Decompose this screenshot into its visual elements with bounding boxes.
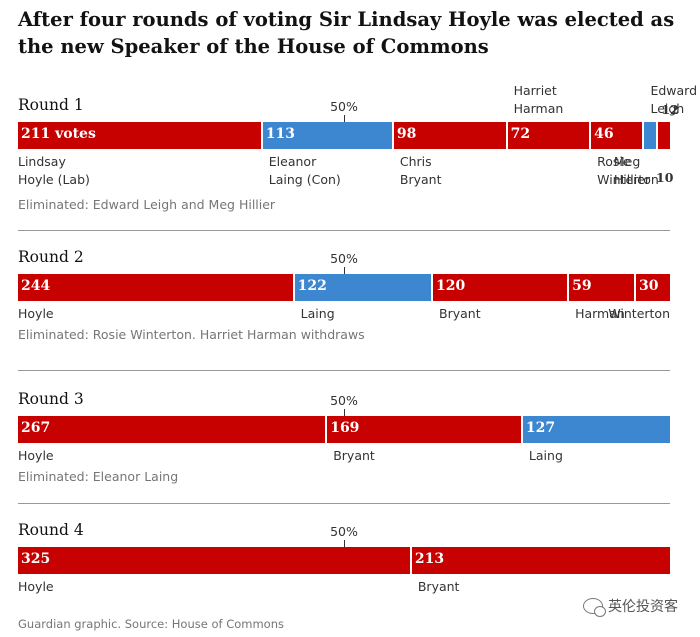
round-divider xyxy=(18,370,670,371)
threshold-tick xyxy=(344,540,345,547)
watermark-text: 英伦投资客 xyxy=(608,599,678,615)
threshold-tick xyxy=(344,409,345,416)
vote-bar: 325 xyxy=(18,547,412,574)
eliminated-note: Eliminated: Eleanor Laing xyxy=(18,469,179,484)
candidate-name: Bryant xyxy=(418,578,460,596)
candidate-name: Edward Leigh xyxy=(650,82,697,118)
candidate-name-line: Rosie xyxy=(597,154,631,169)
vote-bar: 113 xyxy=(262,122,394,149)
bar-value-label: 122 xyxy=(297,278,327,294)
chart-title: After four rounds of voting Sir Lindsay … xyxy=(18,8,675,58)
threshold-label: 50% xyxy=(330,99,358,114)
candidate-name-line: Winterton xyxy=(608,306,670,321)
vote-bar: 244 xyxy=(18,274,295,301)
candidate-name: Chris Bryant xyxy=(400,153,442,189)
threshold-label: 50% xyxy=(330,251,358,266)
threshold-label: 50% xyxy=(330,393,358,408)
threshold-tick xyxy=(344,115,345,122)
candidate-name-line: Laing xyxy=(528,448,563,463)
candidate-name-line: Hillier xyxy=(613,172,650,187)
bar-value-label: 267 xyxy=(21,420,51,436)
candidate-name: Lindsay Hoyle (Lab) xyxy=(18,153,90,189)
candidate-name-line: Laing (Con) xyxy=(268,172,341,187)
candidate-name-line: Hoyle (Lab) xyxy=(18,172,90,187)
candidate-name-line: Laing xyxy=(300,306,335,321)
candidate-name-line: Harriet xyxy=(513,83,557,98)
bar-value-label: 244 xyxy=(21,278,51,294)
candidate-name-line: Bryant xyxy=(333,448,375,463)
bar-value-label: 213 xyxy=(414,551,445,567)
bar-value-label: 46 xyxy=(594,126,614,142)
candidate-name-line: Leigh xyxy=(650,101,685,116)
eliminated-note: Eliminated: Rosie Winterton. Harriet Har… xyxy=(18,327,365,342)
vote-bar: 30 xyxy=(635,274,670,301)
bar-value-label: 10 xyxy=(656,170,674,185)
vote-bar: 59 xyxy=(569,274,636,301)
candidate-name: Winterton xyxy=(608,305,670,323)
candidate-name-line: Hoyle xyxy=(18,306,54,321)
vote-bar: 169 xyxy=(327,416,523,443)
candidate-name: Hoyle xyxy=(18,578,54,596)
bar-value-label: 120 xyxy=(436,278,466,294)
candidate-name-line: Eleanor xyxy=(268,154,317,169)
bar-value-label: 12 xyxy=(661,102,679,117)
wechat-icon xyxy=(583,598,606,617)
candidate-name-line: Harman xyxy=(513,101,564,116)
vote-bar: 122 xyxy=(294,274,433,301)
candidate-name-line: Bryant xyxy=(417,579,460,594)
vote-bar: 72 xyxy=(507,122,592,149)
round-label: Round 4 xyxy=(18,521,84,539)
bar-value-label: 211 votes xyxy=(21,126,96,142)
vote-bar: 213 xyxy=(411,547,670,574)
candidate-name-line: Hoyle xyxy=(18,579,54,594)
candidate-name-line: Meg xyxy=(613,154,641,169)
bar-value-label: 30 xyxy=(638,278,659,294)
bar-value-label: 72 xyxy=(510,126,531,142)
candidate-name: Harriet Harman xyxy=(514,82,564,118)
round-label: Round 1 xyxy=(18,96,84,114)
bar-value-label: 98 xyxy=(396,126,417,142)
bar-value-label: 325 xyxy=(21,551,51,567)
vote-bar: 211 votes xyxy=(18,122,263,149)
candidate-name: Bryant xyxy=(439,305,481,323)
candidate-name: Laing xyxy=(529,447,563,465)
candidate-name: Meg Hillier xyxy=(614,153,650,189)
threshold-label: 50% xyxy=(330,524,358,539)
candidate-name-line: Hoyle xyxy=(18,448,54,463)
round-divider xyxy=(18,230,670,231)
candidate-name-line: Chris xyxy=(399,154,432,169)
vote-bar: 267 xyxy=(18,416,328,443)
candidate-name: Bryant xyxy=(333,447,375,465)
bar-value-label: 127 xyxy=(525,420,556,436)
candidate-name: Eleanor Laing (Con) xyxy=(269,153,341,189)
eliminated-note: Eliminated: Edward Leigh and Meg Hillier xyxy=(18,197,276,212)
vote-bar xyxy=(644,122,659,149)
bar-value-label: 59 xyxy=(572,278,592,294)
candidate-name-line: Winterton xyxy=(597,172,659,187)
candidate-name: Hoyle xyxy=(18,447,54,465)
candidate-name: Harman xyxy=(575,305,625,323)
vote-bar: 120 xyxy=(433,274,570,301)
vote-bar: 98 xyxy=(393,122,508,149)
round-label: Round 3 xyxy=(18,390,84,408)
bar-value-label: 169 xyxy=(330,420,360,436)
watermark: 英伦投资客 xyxy=(583,596,678,617)
candidate-name: Rosie Winterton xyxy=(597,153,659,189)
candidate-name-line: Lindsay xyxy=(18,154,66,169)
candidate-name: Laing xyxy=(301,305,335,323)
vote-bar: 46 xyxy=(591,122,645,149)
bar-value-label: 113 xyxy=(265,126,296,142)
vote-bar xyxy=(658,122,670,149)
round-divider xyxy=(18,503,670,504)
candidate-name: Hoyle xyxy=(18,305,54,323)
candidate-name-line: Bryant xyxy=(399,172,442,187)
round-label: Round 2 xyxy=(18,248,84,266)
vote-bar: 127 xyxy=(522,416,670,443)
candidate-name-line: Harman xyxy=(575,306,625,321)
candidate-name-line: Edward xyxy=(650,83,698,98)
source-note: Guardian graphic. Source: House of Commo… xyxy=(18,617,284,631)
threshold-tick xyxy=(344,267,345,274)
candidate-name-line: Bryant xyxy=(439,306,481,321)
